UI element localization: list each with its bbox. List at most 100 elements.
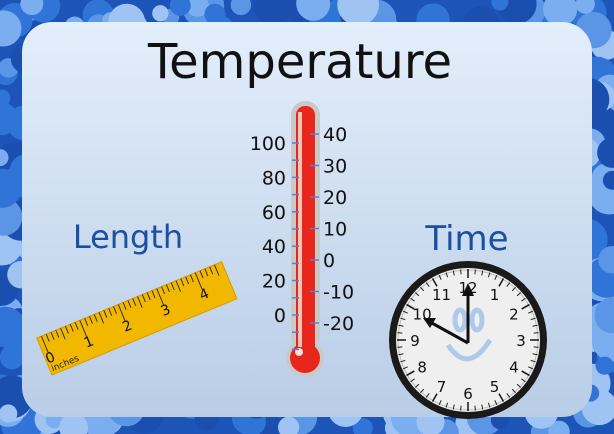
frame-blob	[598, 245, 614, 274]
clock-tick	[532, 324, 538, 327]
thermometer-bulb	[290, 343, 320, 373]
clock-tick	[498, 278, 505, 287]
ruler-tick	[64, 326, 69, 334]
clock-tick	[530, 359, 536, 363]
clock-number: 8	[417, 359, 427, 377]
clock-tick	[445, 402, 449, 408]
clock-tick	[410, 378, 415, 383]
clock-tick	[414, 292, 420, 297]
clock-tick	[425, 393, 430, 398]
clock-tick	[481, 270, 484, 276]
clock-tick	[397, 332, 403, 334]
clock-tick	[506, 282, 511, 287]
ruler-tick	[79, 320, 88, 338]
clock-tick	[474, 269, 476, 275]
clock-number: 5	[490, 378, 500, 396]
time-label: Time	[424, 219, 508, 259]
ruler-tick	[156, 288, 165, 306]
clock-tick	[397, 346, 403, 348]
ruler-tick	[175, 280, 182, 292]
frame-blob	[594, 297, 614, 334]
frame-blob	[59, 413, 89, 434]
clock-tick	[532, 353, 538, 356]
celsius-label: 30	[323, 156, 347, 178]
clock-number: 2	[509, 306, 519, 324]
clock-tick	[420, 388, 425, 394]
smiley-face	[445, 307, 493, 362]
clock-tick	[521, 370, 530, 377]
clock-tick	[431, 278, 438, 287]
ruler-tick	[209, 266, 214, 275]
clock-tick	[474, 405, 476, 411]
clock-tick	[400, 359, 406, 363]
ruler-tick	[45, 333, 50, 342]
clock-tick	[398, 353, 404, 356]
frame-blob	[0, 149, 9, 167]
clock-number: 6	[463, 385, 473, 403]
ruler-tick	[93, 314, 98, 322]
clock-tick	[528, 366, 534, 370]
ruler-tick	[199, 270, 204, 279]
frame-blob	[0, 404, 18, 423]
fahrenheit-label: 60	[262, 202, 286, 224]
clock-tick	[528, 310, 534, 314]
clock-tick	[481, 404, 484, 410]
celsius-label: 40	[323, 124, 347, 146]
frame-blob	[337, 0, 379, 26]
clock-number: 4	[509, 359, 519, 377]
celsius-label: -10	[323, 282, 354, 304]
fahrenheit-label: 20	[262, 271, 286, 293]
clock-tick	[494, 274, 498, 280]
clock-tick	[438, 400, 442, 406]
ruler-tick	[122, 302, 127, 311]
ruler-tick	[165, 284, 170, 293]
clock-tick	[445, 272, 449, 278]
clock-tick	[402, 310, 408, 314]
ruler-tick	[88, 316, 93, 324]
clock-tick	[460, 405, 462, 411]
ruler-tick	[151, 290, 156, 299]
frame-blob	[575, 0, 595, 14]
clock-tick	[511, 388, 516, 394]
clock-number: 7	[437, 378, 447, 396]
celsius-label: 10	[323, 219, 347, 241]
clock-tick	[487, 272, 491, 278]
clock-tick	[398, 324, 404, 327]
ruler-tick	[127, 300, 132, 309]
clock-tick	[431, 393, 438, 402]
celsius-label: -20	[323, 313, 354, 335]
ruler-tick	[194, 272, 203, 290]
clock-tick	[498, 393, 505, 402]
frame-blob	[597, 137, 614, 168]
ruler-tick	[69, 324, 74, 332]
frame-blob	[152, 5, 169, 22]
frame-blob	[0, 10, 22, 47]
ruler-tick	[84, 318, 89, 326]
ruler-tick	[189, 274, 194, 283]
ruler-tick	[74, 322, 79, 330]
clock-tick	[406, 370, 415, 377]
ruler-tick	[40, 335, 49, 353]
clock-tick	[494, 400, 498, 406]
frame-blob	[296, 0, 331, 21]
celsius-label: 0	[323, 250, 335, 272]
frame-blob	[204, 3, 226, 25]
frame-blob	[0, 344, 25, 370]
ruler-tick	[132, 298, 137, 307]
clock: 121234567891011	[389, 261, 547, 419]
ruler-tick	[141, 294, 146, 303]
clock-tick	[400, 317, 406, 321]
ruler-tick	[161, 286, 166, 295]
ruler-tick	[213, 264, 220, 277]
length-label: Length	[73, 218, 183, 256]
ruler-tick	[170, 282, 175, 291]
fahrenheit-label: 40	[262, 236, 286, 258]
clock-tick	[460, 269, 462, 275]
frame-blob	[595, 356, 614, 375]
ruler-tick	[50, 331, 55, 340]
fahrenheit-label: 0	[274, 305, 286, 327]
hour-hand	[429, 320, 469, 345]
ruler-tick	[117, 304, 126, 322]
